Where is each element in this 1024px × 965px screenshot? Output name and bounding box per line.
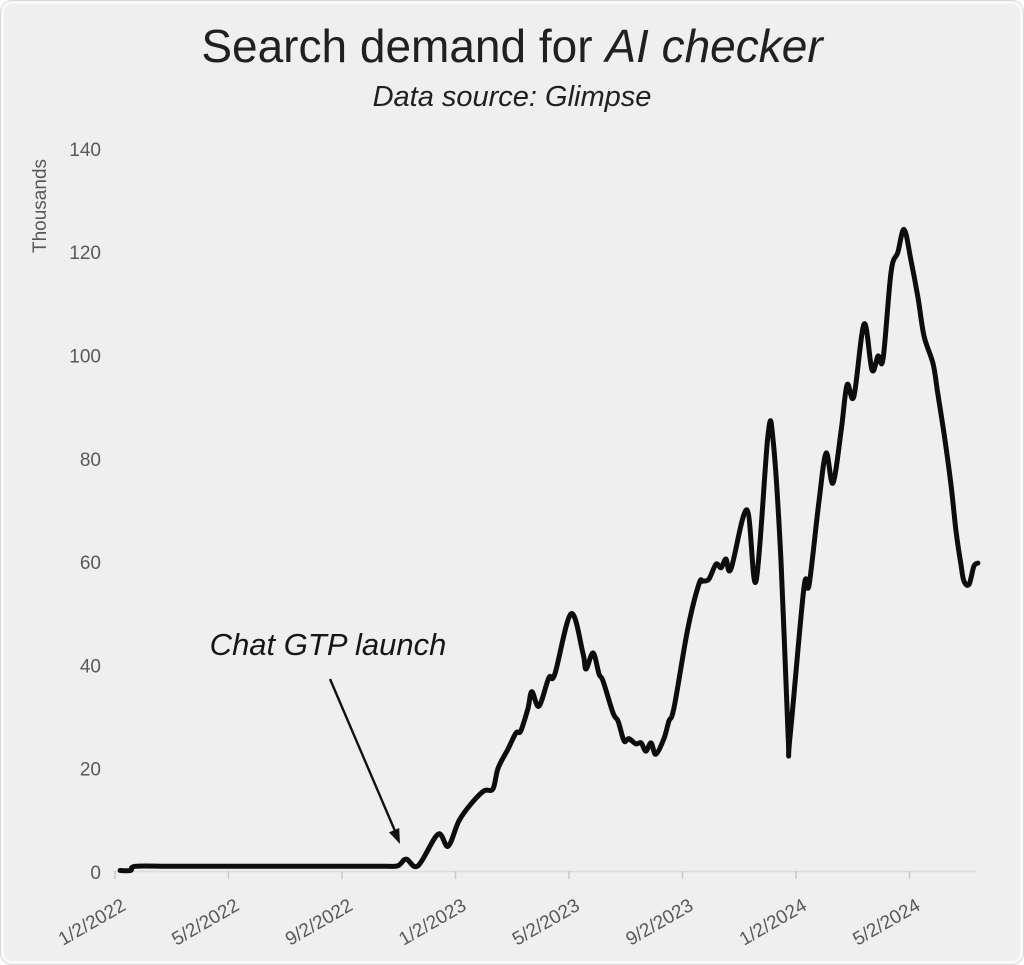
x-axis-ticks [114,871,911,879]
arrow-head-icon [389,828,400,844]
y-tick-label: 100 [69,347,101,368]
x-tick-label: 5/2/2024 [849,895,924,950]
x-tick-label: 1/2/2023 [395,895,470,950]
chart-title-regular: Search demand for [201,20,606,72]
chart-title: Search demand for AI checker [1,21,1023,72]
x-tick-label: 1/2/2022 [55,895,130,950]
x-tick-label: 9/2/2022 [282,895,357,950]
y-tick-label: 40 [80,656,101,677]
chart-subtitle: Data source: Glimpse [372,81,652,113]
y-axis-labels: 0 20 40 60 80 100 120 140 [69,140,101,884]
y-tick-label: 140 [69,140,101,161]
y-tick-label: 120 [69,243,101,264]
x-tick-label: 5/2/2023 [509,895,584,950]
y-axis-title: Thousands [30,159,51,253]
demand-line [117,226,981,874]
y-tick-label: 0 [90,863,101,884]
y-tick-label: 80 [80,450,101,471]
x-tick-label: 1/2/2024 [736,895,811,950]
annotation-arrow [328,678,400,844]
y-tick-label: 60 [80,553,101,574]
x-tick-label: 5/2/2022 [168,895,243,950]
chart-title-italic: AI checker [605,20,823,72]
arrow-line [328,678,397,832]
annotation-label: Chat GTP launch [209,627,447,662]
x-axis-labels: 1/2/2022 5/2/2022 9/2/2022 1/2/2023 5/2/2023… [55,895,924,950]
y-tick-label: 20 [80,760,101,781]
x-tick-label: 9/2/2023 [622,895,697,950]
